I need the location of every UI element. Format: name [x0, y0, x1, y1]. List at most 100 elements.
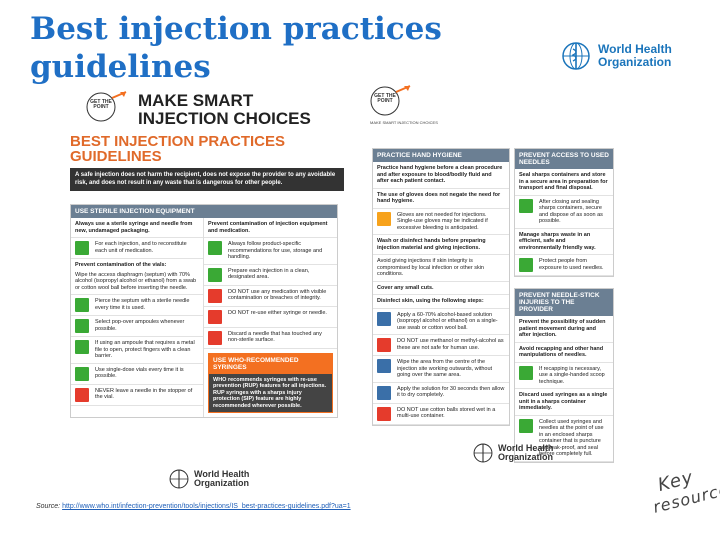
get-the-point-badge-right-icon	[370, 85, 411, 116]
discard-icon	[208, 330, 222, 345]
needlestick-header: PREVENT NEEDLE-STICK INJURIES TO THE PRO…	[515, 289, 613, 316]
sharps-box-icon	[519, 198, 533, 213]
who-line1: World Health	[598, 42, 672, 56]
who-syringes-body: WHO recommends syringes with re-use prev…	[209, 373, 332, 412]
who-br-line2: Organization	[498, 452, 554, 462]
vials-text-2: Pierce the septum with a sterile needle …	[95, 298, 190, 311]
step-1: Apply a 60-70% alcohol-based solution (i…	[397, 311, 498, 331]
hygiene-gloves: The use of gloves does not negate the ne…	[377, 191, 501, 205]
disinfect-heading: Disinfect skin, using the following step…	[377, 298, 484, 304]
poster-subtitle: BEST INJECTION PRACTICES GUIDELINES	[70, 134, 285, 164]
step-4-icon	[377, 385, 391, 400]
sterile-left-column: Always use a sterile syringe and needle …	[71, 218, 204, 417]
cover-cuts: Cover any small cuts.	[377, 284, 434, 291]
who-syringes-header: USE WHO-RECOMMENDED SYRINGES	[209, 353, 332, 374]
who-emblem-small-icon	[169, 469, 189, 489]
who-emblem-icon	[562, 42, 590, 70]
prevent-access-item: After closing and sealing sharps contain…	[539, 198, 603, 225]
dont-item-2: DO NOT re-use either syringe or needle.	[228, 309, 327, 316]
no-reuse-icon	[208, 309, 222, 324]
slide-title-line1: Best injection practices	[30, 11, 442, 47]
vials-text-6: NEVER leave a needle in the stopper of t…	[95, 387, 193, 401]
step-5-icon	[377, 406, 391, 421]
who-bl-line1: World Health	[194, 469, 250, 479]
intro-banner: A safe injection does not harm the recip…	[70, 168, 344, 191]
wash-bold: Wash or disinfect hands before preparing…	[377, 238, 486, 251]
sterile-right-bold: Prevent contamination of injection equip…	[208, 221, 328, 234]
vial-icon	[75, 366, 89, 381]
step-3: Wipe the area from the centre of the inj…	[397, 359, 493, 378]
poster-headline-line1: MAKE SMART	[138, 91, 254, 110]
prevent-access-header: PREVENT ACCESS TO USED NEEDLES	[515, 149, 613, 169]
file-icon	[75, 340, 89, 354]
key-resource-stamp: Key resource	[646, 459, 720, 517]
sharps-container-icon	[519, 418, 533, 433]
step-2-icon	[377, 338, 391, 352]
prevent-access-bold: Seal sharps containers and store in a se…	[519, 172, 608, 191]
who-line2: Organization	[598, 55, 672, 69]
poster-subtitle-line2: GUIDELINES	[70, 148, 162, 165]
sterile-right-column: Prevent contamination of injection equip…	[204, 218, 337, 417]
vials-heading: Prevent contamination of the vials:	[75, 262, 167, 268]
who-logo-bottom-right: World Health Organization	[472, 442, 553, 464]
who-emblem-small-right-icon	[473, 443, 493, 463]
get-the-point-badge-icon	[86, 91, 127, 122]
step-2: DO NOT use methanol or methyl-alcohol as…	[397, 338, 504, 351]
who-wordmark: World Health Organization	[598, 43, 672, 69]
guidelines-poster: GET THE POINT MAKE SMART INJECTION CHOIC…	[62, 82, 614, 489]
manage-sharps: Manage sharps waste in an efficient, saf…	[519, 231, 596, 251]
slide-title-line2: guidelines	[30, 49, 211, 85]
discard-item: Collect used syringes and needles at the…	[539, 418, 604, 458]
step-4: Apply the solution for 30 seconds then a…	[397, 385, 505, 399]
vials-text-3: Select pop-over ampoules whenever possib…	[95, 319, 185, 332]
source-label: Source:	[36, 503, 61, 510]
storage-icon	[208, 241, 222, 255]
wash-text: Avoid giving injections if skin integrit…	[377, 258, 484, 277]
hand-hygiene-section: PRACTICE HAND HYGIENE Practice hand hygi…	[372, 148, 510, 426]
poster-headline: MAKE SMART INJECTION CHOICES	[138, 92, 311, 128]
sterile-left-bold: Always use a sterile syringe and needle …	[75, 221, 193, 234]
who-logo: World Health Organization	[560, 40, 672, 72]
vials-text-1: Wipe the access diaphragm (septum) with …	[75, 271, 197, 291]
dont-item-1: DO NOT use any medication with visible c…	[228, 288, 327, 302]
step-1-icon	[377, 311, 391, 326]
ampoule-icon	[75, 319, 89, 333]
no-needle-icon	[75, 387, 89, 402]
recap-item: If recapping is necessary, use a single-…	[539, 365, 605, 385]
source-link[interactable]: http://www.who.int/infection-prevention/…	[62, 503, 351, 510]
needlestick-section: PREVENT NEEDLE-STICK INJURIES TO THE PRO…	[514, 288, 614, 463]
get-the-point-label-right: GET THE POINT	[374, 93, 396, 104]
vials-text-5: Use single-dose vials every time it is p…	[95, 366, 184, 380]
who-logo-bottom-left: World Health Organization	[168, 468, 249, 490]
discard-bold: Discard used syringes as a single unit i…	[519, 392, 608, 411]
step-5: DO NOT use cotton balls stored wet in a …	[397, 406, 496, 420]
clean-area-icon	[208, 267, 222, 282]
sterile-equipment-section: USE STERILE INJECTION EQUIPMENT Always u…	[70, 204, 338, 418]
step-3-icon	[377, 359, 391, 373]
syringe-icon	[75, 241, 89, 255]
poster-subtitle-line1: BEST INJECTION PRACTICES	[70, 133, 286, 150]
gloves-icon	[377, 211, 391, 226]
contaminated-icon	[208, 288, 222, 303]
hygiene-header: PRACTICE HAND HYGIENE	[373, 149, 509, 162]
hygiene-bold: Practice hand hygiene before a clean pro…	[377, 165, 503, 184]
sterile-header: USE STERILE INJECTION EQUIPMENT	[71, 205, 337, 218]
sterile-right-item-1: Always follow product-specific recommend…	[228, 241, 323, 260]
needle-icon	[75, 298, 89, 312]
sterile-right-item-2: Prepare each injection in a clean, desig…	[228, 267, 310, 281]
who-bl-line2: Organization	[194, 478, 250, 488]
dont-item-3: Discard a needle that has touched any no…	[228, 330, 322, 344]
gloves-note: Gloves are not needed for injections. Si…	[397, 211, 488, 231]
poster-headline-line2: INJECTION CHOICES	[138, 109, 311, 128]
prevent-access-section: PREVENT ACCESS TO USED NEEDLES Seal shar…	[514, 148, 614, 277]
slide-title: Best injection practices guidelines	[30, 10, 450, 86]
who-br-line1: World Health	[498, 443, 554, 453]
right-badge-caption: MAKE SMART INJECTION CHOICES	[370, 120, 438, 125]
who-syringes-box: USE WHO-RECOMMENDED SYRINGES WHO recomme…	[208, 352, 333, 413]
scoop-icon	[519, 365, 533, 380]
source-citation: Source: http://www.who.int/infection-pre…	[36, 503, 351, 510]
get-the-point-label: GET THE POINT	[90, 99, 112, 110]
needlestick-bold: Prevent the possibility of sudden patien…	[519, 319, 606, 338]
vials-text-4: If using an ampoule that requires a meta…	[95, 340, 195, 359]
waste-icon	[519, 258, 533, 272]
